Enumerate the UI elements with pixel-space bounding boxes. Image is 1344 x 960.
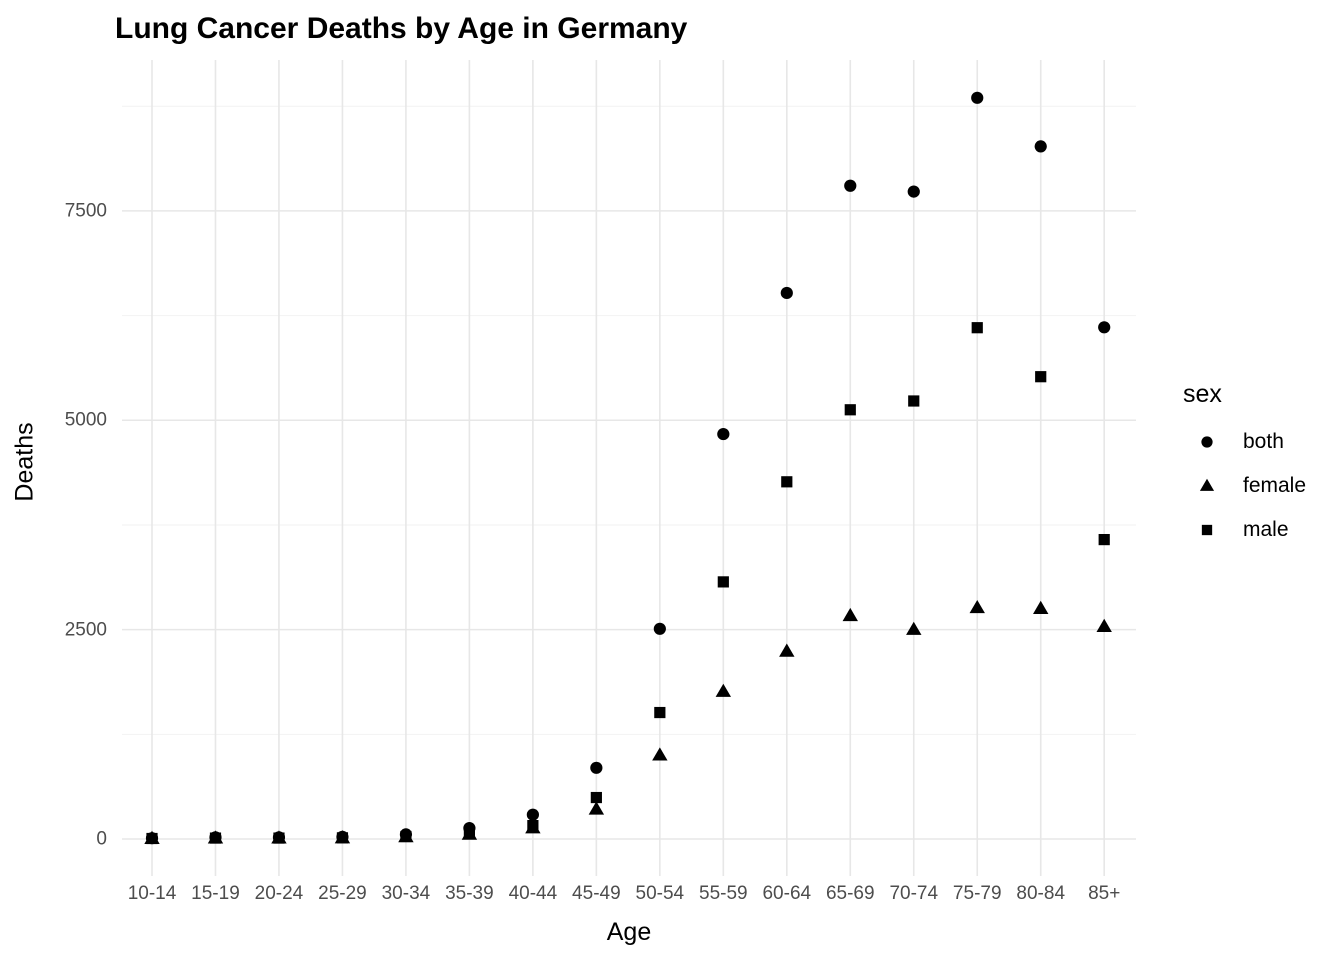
legend-label: both <box>1243 430 1284 453</box>
legend: sex both female male <box>1180 380 1340 559</box>
data-point-both <box>399 828 413 841</box>
data-point-female <box>1096 618 1112 632</box>
x-tick-label: 40-44 <box>508 883 558 904</box>
data-point-both <box>1098 321 1111 334</box>
legend-label: female <box>1243 474 1307 497</box>
y-tick-label: 2500 <box>64 619 107 641</box>
data-point-male <box>1098 533 1110 546</box>
data-point-both <box>272 831 286 844</box>
y-tick-label: 5000 <box>64 409 107 431</box>
data-point-male <box>908 395 920 407</box>
triangle-marker <box>1199 478 1215 491</box>
y-tick-label: 7500 <box>64 200 107 222</box>
data-point-female <box>906 621 922 635</box>
data-point-female <box>588 801 605 815</box>
data-point-both <box>209 831 222 844</box>
data-point-male <box>844 404 856 416</box>
x-tick-label: 25-29 <box>318 883 367 904</box>
data-point-female <box>969 599 985 614</box>
data-point-both <box>145 832 159 845</box>
data-point-both <box>844 179 857 192</box>
data-point-both <box>971 91 984 104</box>
x-tick-label: 10-14 <box>127 883 177 904</box>
legend-label: male <box>1243 518 1289 541</box>
x-tick-label: 30-34 <box>381 883 431 904</box>
x-tick-label: 15-19 <box>191 883 240 904</box>
x-tick-label: 85+ <box>1088 883 1121 904</box>
y-tick-label: 0 <box>96 828 107 850</box>
data-point-both <box>1034 140 1047 153</box>
data-point-both <box>780 286 793 300</box>
data-point-male <box>781 476 793 488</box>
x-tick-label: 70-74 <box>889 883 939 904</box>
data-point-female <box>1033 600 1049 614</box>
x-tick-label: 80-84 <box>1016 883 1066 904</box>
data-point-female <box>715 683 732 697</box>
data-point-both <box>653 622 666 635</box>
data-point-female <box>779 643 795 657</box>
square-marker <box>1201 524 1213 536</box>
data-point-female <box>842 607 858 622</box>
chart-title: Lung Cancer Deaths by Age in Germany <box>115 12 688 45</box>
data-point-both <box>717 427 730 441</box>
data-point-male <box>717 576 729 588</box>
legend-title: sex <box>1183 380 1222 408</box>
x-tick-label: 60-64 <box>762 883 812 904</box>
y-axis-title: Deaths <box>10 422 39 502</box>
data-point-both <box>463 822 476 835</box>
x-tick-label: 50-54 <box>635 883 685 904</box>
data-point-both <box>907 185 920 198</box>
data-point-female <box>652 747 668 761</box>
data-point-male <box>527 820 539 832</box>
legend-item-female: female <box>1180 471 1340 501</box>
x-tick-label: 75-79 <box>952 883 1002 904</box>
data-point-male <box>590 791 602 804</box>
circle-marker <box>1201 436 1213 448</box>
legend-item-male: male <box>1180 515 1340 545</box>
data-point-both <box>526 808 539 821</box>
x-tick-label: 45-49 <box>572 883 621 904</box>
x-tick-label: 55-59 <box>699 883 748 904</box>
square-marker-icon <box>1201 524 1213 536</box>
legend-item-both: both <box>1180 427 1340 457</box>
triangle-marker-icon <box>1199 478 1215 491</box>
data-point-male <box>1035 371 1047 383</box>
circle-marker-icon <box>1201 436 1213 448</box>
x-tick-label: 65-69 <box>825 883 875 904</box>
x-tick-label: 20-24 <box>254 883 304 904</box>
data-point-both <box>590 761 603 774</box>
data-point-male <box>971 322 983 334</box>
x-tick-label: 35-39 <box>445 883 494 904</box>
data-point-male <box>654 706 666 719</box>
data-point-both <box>336 830 349 844</box>
x-axis-title: Age <box>606 918 652 946</box>
